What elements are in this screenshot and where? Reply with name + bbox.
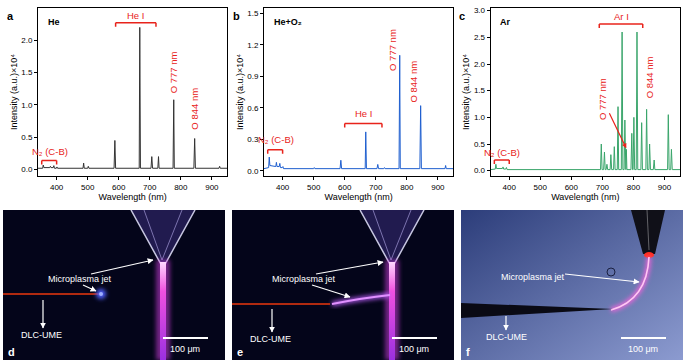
svg-text:Intensity (a.u.)×10⁴: Intensity (a.u.)×10⁴ (461, 54, 471, 130)
svg-text:Ar: Ar (500, 17, 510, 27)
svg-text:700: 700 (369, 183, 383, 192)
svg-text:100 μm: 100 μm (628, 344, 658, 354)
svg-text:1.2: 1.2 (247, 41, 259, 50)
svg-text:b: b (233, 10, 240, 22)
svg-text:d: d (8, 346, 15, 358)
svg-text:500: 500 (534, 183, 548, 192)
svg-text:DLC-UME: DLC-UME (21, 330, 62, 340)
svg-text:0.5: 0.5 (21, 133, 33, 142)
svg-text:O 844 nm: O 844 nm (644, 56, 655, 98)
svg-text:c: c (459, 10, 465, 22)
svg-text:Wavelength (nm): Wavelength (nm) (325, 192, 393, 202)
svg-text:2.5: 2.5 (474, 33, 486, 42)
svg-text:He+O₂: He+O₂ (274, 17, 302, 27)
svg-text:700: 700 (143, 183, 157, 192)
svg-text:0.3: 0.3 (247, 135, 259, 144)
svg-text:900: 900 (205, 183, 219, 192)
svg-text:Wavelength (nm): Wavelength (nm) (99, 192, 167, 202)
svg-text:a: a (7, 10, 14, 22)
svg-text:3.0: 3.0 (474, 6, 486, 15)
svg-text:DLC-UME: DLC-UME (486, 332, 527, 342)
svg-text:0.9: 0.9 (247, 72, 259, 81)
svg-text:0.0: 0.0 (21, 165, 33, 174)
svg-text:O 844 nm: O 844 nm (408, 61, 419, 103)
svg-text:400: 400 (276, 183, 290, 192)
svg-text:0.0: 0.0 (247, 167, 259, 176)
svg-text:Intensity (a.u.)×10⁴: Intensity (a.u.)×10⁴ (235, 54, 245, 130)
svg-text:900: 900 (658, 183, 672, 192)
svg-text:Ar I: Ar I (614, 11, 629, 22)
svg-text:He I: He I (127, 10, 144, 21)
svg-text:500: 500 (307, 183, 321, 192)
svg-text:500: 500 (81, 183, 95, 192)
svg-text:100 μm: 100 μm (399, 344, 429, 354)
svg-text:800: 800 (627, 183, 641, 192)
svg-text:2.0: 2.0 (474, 60, 486, 69)
svg-text:0.5: 0.5 (474, 140, 486, 149)
svg-text:Microplasma jet: Microplasma jet (48, 274, 112, 284)
svg-text:O 777 nm: O 777 nm (168, 51, 179, 93)
svg-text:800: 800 (174, 183, 188, 192)
svg-text:0.6: 0.6 (247, 104, 259, 113)
svg-text:He: He (48, 17, 60, 27)
svg-text:600: 600 (338, 183, 352, 192)
svg-text:1.5: 1.5 (247, 9, 259, 18)
svg-text:400: 400 (503, 183, 517, 192)
svg-text:0.0: 0.0 (474, 166, 486, 175)
svg-text:Wavelength (nm): Wavelength (nm) (551, 192, 619, 202)
svg-text:600: 600 (565, 183, 579, 192)
svg-text:1.0: 1.0 (21, 101, 33, 110)
svg-text:He I: He I (355, 108, 372, 119)
svg-text:700: 700 (596, 183, 610, 192)
svg-text:800: 800 (400, 183, 414, 192)
svg-text:N₂ (C-B): N₂ (C-B) (32, 146, 68, 157)
svg-text:1.5: 1.5 (474, 86, 486, 95)
svg-text:900: 900 (431, 183, 445, 192)
svg-text:N₂ (C-B): N₂ (C-B) (484, 147, 520, 158)
svg-text:600: 600 (112, 183, 126, 192)
svg-text:1.5: 1.5 (21, 68, 33, 77)
svg-text:400: 400 (50, 183, 64, 192)
svg-text:O 777 nm: O 777 nm (387, 29, 398, 71)
svg-text:e: e (237, 346, 243, 358)
svg-text:N₂ (C-B): N₂ (C-B) (258, 134, 294, 145)
svg-text:Intensity (a.u.)×10⁴: Intensity (a.u.)×10⁴ (9, 54, 19, 130)
svg-text:DLC-UME: DLC-UME (250, 334, 291, 344)
svg-text:O 844 nm: O 844 nm (189, 88, 200, 130)
svg-text:Microplasma jet: Microplasma jet (501, 272, 565, 282)
svg-text:O 777 nm: O 777 nm (597, 78, 608, 120)
svg-text:1.0: 1.0 (474, 113, 486, 122)
svg-text:2.0: 2.0 (21, 36, 33, 45)
svg-text:Microplasma jet: Microplasma jet (272, 274, 336, 284)
svg-text:100 μm: 100 μm (170, 344, 200, 354)
svg-text:f: f (466, 346, 470, 358)
